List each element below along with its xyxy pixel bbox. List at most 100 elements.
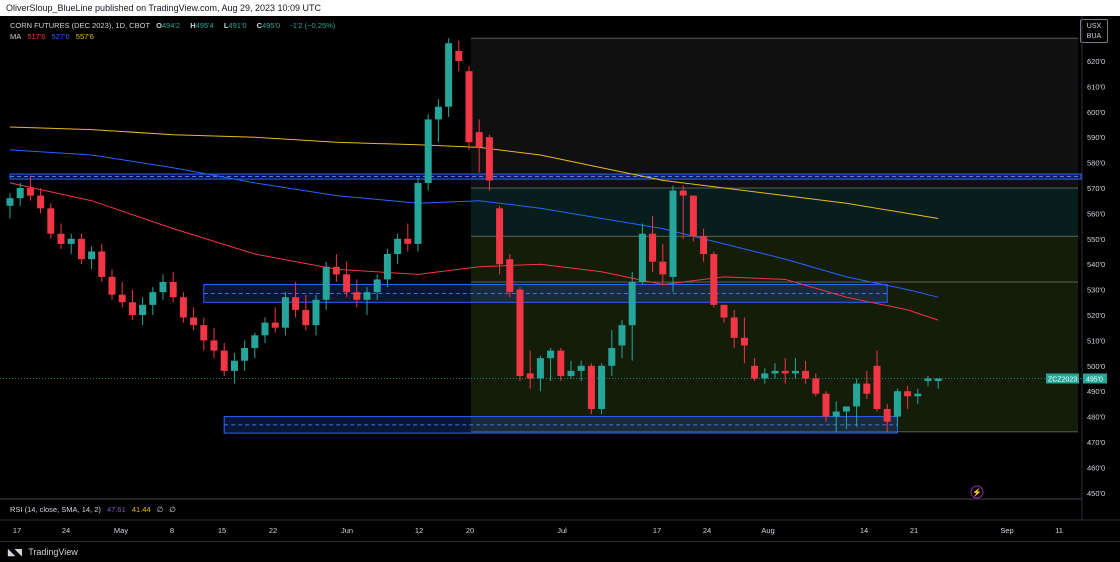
- candle-body: [98, 251, 106, 277]
- ma3-value: 557'6: [75, 32, 94, 41]
- candle-body: [302, 309, 310, 326]
- candle-body: [312, 299, 320, 326]
- ohlc-low: L491'0: [223, 21, 247, 30]
- candle-body: [761, 373, 769, 379]
- candle-body: [322, 266, 330, 300]
- candle-body: [659, 261, 667, 275]
- candle-body: [496, 208, 504, 265]
- price-axis-label: 550'0: [1087, 235, 1105, 244]
- candle-body: [934, 378, 942, 382]
- candle-body: [26, 188, 34, 196]
- candle-body: [200, 325, 208, 341]
- ma1-value: 517'6: [27, 32, 46, 41]
- candle-body: [557, 350, 565, 376]
- candle-body: [67, 238, 75, 244]
- lightning-icon[interactable]: [970, 485, 984, 499]
- candle-body: [159, 281, 167, 293]
- date-axis-label: May: [114, 526, 128, 535]
- date-axis-label: 20: [466, 526, 474, 535]
- candle-body: [6, 198, 14, 206]
- candle-body: [445, 43, 453, 107]
- candle-body: [118, 294, 126, 303]
- candle-body: [128, 302, 136, 315]
- candle-body: [547, 350, 555, 359]
- candle-body: [679, 190, 687, 196]
- price-axis-label: 510'0: [1087, 336, 1105, 345]
- candle-body: [230, 360, 238, 371]
- ma-line: [9, 149, 939, 298]
- lightning-glyph: ⚡: [972, 487, 982, 497]
- candle-body: [516, 289, 524, 376]
- date-axis-label: 12: [415, 526, 423, 535]
- candle-body: [689, 195, 697, 237]
- candle-body: [210, 340, 218, 351]
- date-axis-label: 14: [860, 526, 868, 535]
- candle-body: [649, 233, 657, 262]
- price-axis-label: 470'0: [1087, 438, 1105, 447]
- candle-body: [281, 297, 289, 328]
- rsi-value: 47.61: [106, 505, 126, 514]
- candle-body: [271, 322, 279, 328]
- candle-body: [343, 274, 351, 293]
- date-axis: 17 24 May 8 15 22 Jun 12 20 Jul 17 24 Aug 14 21 Sep 11: [13, 526, 1063, 535]
- candle-body: [914, 393, 922, 397]
- price-axis-label: 590'0: [1087, 133, 1105, 142]
- ma-label: MA: [10, 32, 22, 41]
- price-change: -1'2 (−0.25%): [290, 21, 336, 30]
- candle-body: [241, 348, 249, 361]
- fib-band: [471, 281, 1078, 432]
- ma-legend: MA 517'6 527'0 557'6: [10, 32, 98, 41]
- fib-band: [471, 38, 1078, 188]
- date-axis-label: 24: [62, 526, 70, 535]
- candle-body: [149, 292, 157, 305]
- candle-body: [465, 71, 473, 143]
- date-axis-label: Aug: [761, 526, 774, 535]
- price-chart[interactable]: 620'0 610'0 600'0 590'0 580'0 570'0 560'0 550'0…: [0, 0, 1120, 541]
- candle-body: [434, 106, 442, 120]
- candle-body: [475, 132, 483, 148]
- currency-unit-button[interactable]: USX BUA: [1080, 19, 1108, 43]
- price-axis-label: 560'0: [1087, 209, 1105, 218]
- candle-body: [77, 238, 85, 260]
- candle-body: [669, 190, 677, 277]
- price-axis-label: 460'0: [1087, 463, 1105, 472]
- price-axis-label: 490'0: [1087, 387, 1105, 396]
- candle-body: [577, 365, 585, 371]
- rsi-label: RSI (14, close, SMA, 14, 2): [10, 505, 101, 514]
- price-axis-label: 530'0: [1087, 286, 1105, 295]
- price-tag: [1083, 373, 1107, 384]
- candle-body: [394, 238, 402, 255]
- candle-body: [506, 259, 514, 293]
- symbol-legend: CORN FUTURES (DEC 2023), 1D, CBOT O494'2…: [10, 21, 339, 30]
- candle-body: [873, 365, 881, 409]
- candle-body: [414, 182, 422, 244]
- date-axis-label: Jun: [341, 526, 353, 535]
- candle-body: [720, 304, 728, 318]
- candle-body: [332, 266, 340, 275]
- candle-body: [842, 406, 850, 412]
- rsi-legend: RSI (14, close, SMA, 14, 2) 47.61 41.44 …: [10, 505, 180, 514]
- candle-body: [292, 297, 300, 310]
- rsi-na-1: ∅: [156, 505, 164, 514]
- candle-body: [383, 254, 391, 280]
- candle-body: [812, 378, 820, 394]
- candle-body: [700, 236, 708, 255]
- candle-body: [353, 292, 361, 300]
- candle-body: [139, 304, 147, 315]
- candle-body: [924, 378, 932, 382]
- date-axis-label: 8: [170, 526, 174, 535]
- footer-brand: TradingView: [28, 547, 78, 557]
- candle-body: [883, 408, 891, 422]
- date-axis-label: 17: [653, 526, 661, 535]
- symbol-tag: [1046, 373, 1079, 384]
- rsi-na-2: ∅: [169, 505, 176, 514]
- price-axis-label: 480'0: [1087, 413, 1105, 422]
- fib-retracement-group: [471, 37, 1078, 433]
- candle-body: [608, 348, 616, 366]
- candle-body: [373, 279, 381, 293]
- zone-box[interactable]: [203, 284, 888, 303]
- candle-body: [781, 370, 789, 374]
- candle-body: [526, 373, 534, 379]
- ma2-value: 527'0: [51, 32, 70, 41]
- candle-body: [261, 322, 269, 336]
